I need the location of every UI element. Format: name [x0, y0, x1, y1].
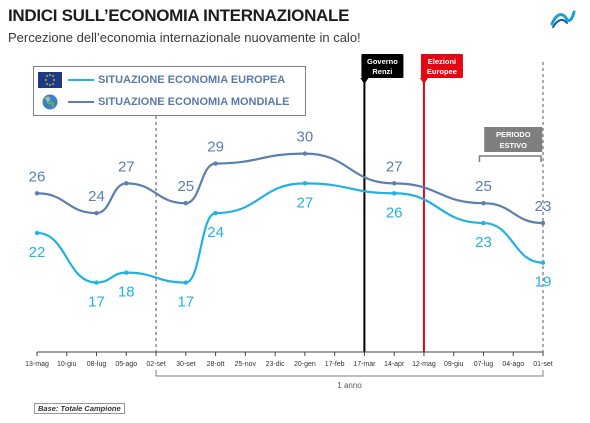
series-0-data-label-0: 22: [29, 244, 46, 261]
summer-label-b: ESTIVO: [499, 141, 527, 150]
series-0-data-label-3: 17: [177, 294, 194, 311]
series-0-point-5: [302, 181, 308, 186]
series-1-point-4: [213, 161, 218, 166]
series-1-point-1: [94, 210, 99, 216]
event-pointer-1: [419, 78, 428, 84]
series-0-data-label-1: 17: [88, 294, 105, 311]
x-tick-label-5: 30-set: [176, 361, 196, 368]
series-1-data-label-7: 25: [475, 178, 492, 195]
x-tick-label-0: 13-mag: [25, 361, 49, 368]
series-0-point-3: [183, 280, 189, 285]
series-1-point-8: [540, 220, 546, 226]
x-tick-label-2: 08-lug: [87, 361, 107, 368]
series-0-data-label-8: 19: [535, 274, 552, 291]
year-bracket: [155, 370, 544, 377]
event-pointer-0: [360, 78, 369, 84]
event-label-1-a: Elezioni: [428, 57, 456, 66]
event-label-0-b: Renzi: [372, 67, 392, 76]
series-0-point-2: [124, 270, 129, 275]
series-1-data-label-2: 27: [118, 158, 135, 175]
x-tick-label-3: 05-ago: [115, 361, 137, 368]
summer-brace: [478, 155, 542, 162]
series-0-point-4: [213, 210, 218, 216]
series-0-point-7: [481, 220, 486, 226]
page-subtitle: Percezione dell’economia internazionale …: [8, 30, 361, 45]
x-tick-label-6: 28-ott: [207, 361, 225, 368]
x-tick-label-15: 07-lug: [474, 361, 494, 368]
series-0-data-label-6: 26: [386, 204, 403, 221]
eu-flag-icon: [38, 72, 62, 88]
legend-item-europa: SITUAZIONE ECONOMIA EUROPEA: [38, 70, 285, 90]
legend-line-europa: [68, 79, 94, 81]
series-1-point-7: [481, 201, 486, 206]
series-1-data-label-4: 29: [207, 139, 224, 156]
x-tick-label-17: 01-set: [533, 361, 553, 368]
x-tick-label-10: 17-feb: [325, 361, 345, 368]
series-1-point-2: [124, 181, 129, 186]
globe-icon: [42, 94, 58, 110]
x-tick-label-16: 04-ago: [502, 361, 524, 368]
series-1-data-label-6: 27: [386, 158, 403, 175]
year-label: 1 anno: [337, 381, 362, 390]
series-1-point-3: [183, 201, 189, 206]
legend-line-mondo: [68, 101, 94, 103]
x-tick-label-8: 23-dic: [266, 361, 286, 368]
series-1-point-0: [34, 191, 40, 196]
x-tick-label-13: 12-mag: [412, 361, 436, 368]
x-tick-label-7: 25-nov: [235, 361, 257, 368]
page-title: INDICI SULL’ECONOMIA INTERNAZIONALE: [8, 6, 350, 25]
series-0-data-label-5: 27: [297, 194, 314, 211]
x-tick-label-4: 02-set: [146, 361, 166, 368]
series-1-data-label-5: 30: [297, 129, 314, 146]
brand-logo: [550, 8, 576, 35]
x-tick-label-12: 14-apr: [384, 361, 405, 368]
x-tick-label-11: 17-mar: [353, 361, 376, 368]
series-1-point-5: [302, 151, 308, 156]
series-line-0: [36, 182, 544, 284]
series-line-1: [36, 152, 544, 225]
series-1-data-label-3: 25: [177, 178, 194, 195]
x-tick-label-9: 20-gen: [294, 361, 316, 368]
summer-label-a: PERIODO: [496, 130, 531, 139]
base-note: Base: Totale Campione: [34, 403, 125, 414]
x-tick-label-14: 09-giu: [444, 361, 464, 368]
series-0-data-label-7: 23: [475, 234, 492, 251]
x-tick-label-1: 10-giu: [57, 361, 77, 368]
legend-label-europa: SITUAZIONE ECONOMIA EUROPEA: [98, 74, 286, 86]
chart-legend: SITUAZIONE ECONOMIA EUROPEA SITUAZIONE E…: [33, 66, 306, 116]
summer-box: [484, 127, 543, 152]
series-0-point-6: [391, 191, 397, 196]
event-label-0-a: Governo: [367, 57, 398, 66]
legend-label-mondo: SITUAZIONE ECONOMIA MONDIALE: [98, 96, 290, 108]
series-0-point-8: [540, 260, 546, 265]
event-label-1-b: Europee: [427, 67, 457, 76]
event-box-0: [361, 54, 404, 78]
series-0-point-0: [34, 230, 40, 236]
series-1-data-label-1: 24: [88, 188, 105, 205]
series-1-point-6: [391, 181, 397, 186]
series-1-data-label-8: 23: [535, 198, 552, 215]
series-0-data-label-2: 18: [118, 284, 135, 301]
series-1-data-label-0: 26: [29, 168, 46, 185]
event-box-1: [420, 54, 463, 78]
legend-item-mondo: SITUAZIONE ECONOMIA MONDIALE: [38, 92, 289, 112]
series-0-data-label-4: 24: [207, 224, 224, 241]
series-0-point-1: [94, 280, 99, 285]
